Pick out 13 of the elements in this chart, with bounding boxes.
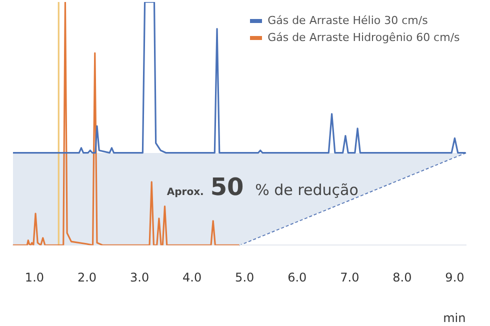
x-tick-label: 5.0 [235,270,254,285]
x-tick-label: 9.0 [445,270,464,285]
x-tick-label: 7.0 [340,270,360,285]
x-tick-label: 3.0 [130,270,150,285]
x-tick-label: 6.0 [288,270,307,285]
x-tick-label: 2.0 [77,270,97,285]
x-tick-label: 4.0 [182,270,202,285]
legend-label: Gás de Arraste Hélio 30 cm/s [268,14,428,27]
x-axis-title: min [443,310,466,325]
legend-label: Gás de Arraste Hidrogênio 60 cm/s [268,31,460,44]
x-tick-label: 1.0 [24,270,44,285]
annotation: Aprox. 50 % de redução [166,173,358,202]
x-tick-label: 8.0 [392,270,412,285]
